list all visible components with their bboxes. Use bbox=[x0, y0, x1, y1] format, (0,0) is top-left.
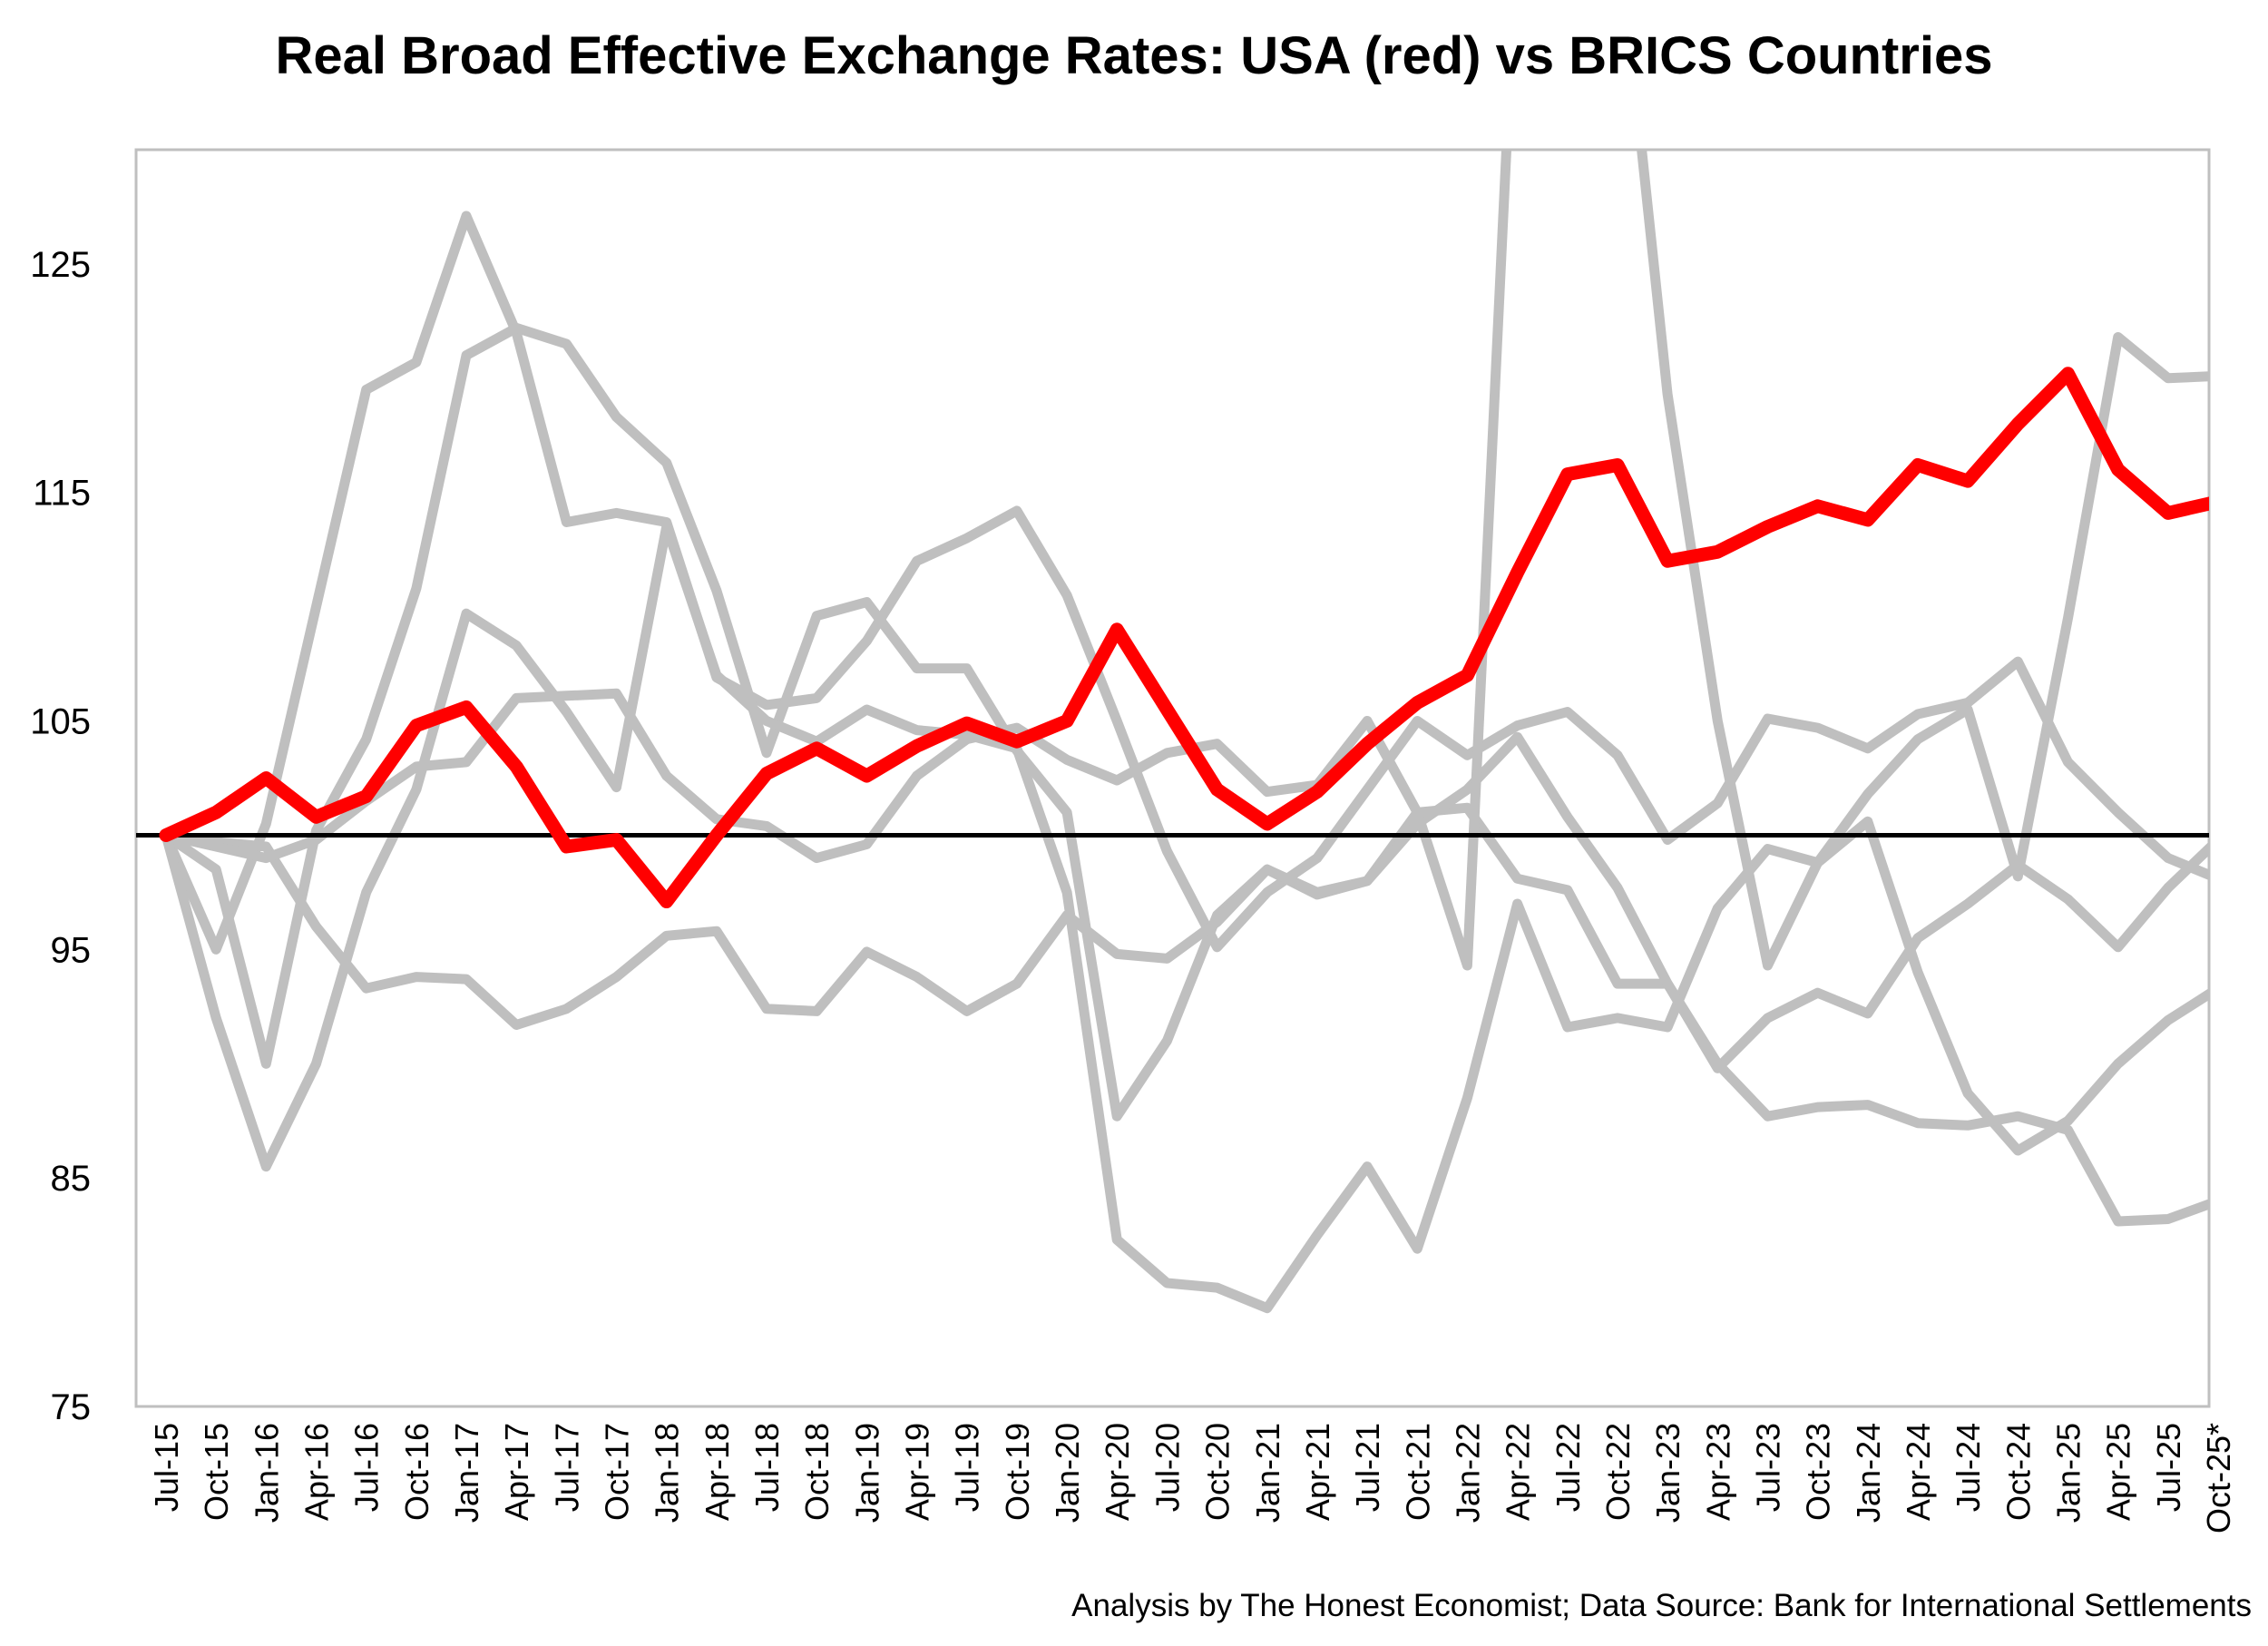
x-tick-label: Oct-23 bbox=[1800, 1423, 1837, 1521]
y-axis-ticks: 75 85 95 105 115 125 bbox=[30, 245, 91, 1427]
x-tick-label: Jan-18 bbox=[649, 1423, 686, 1523]
x-tick-label: Jan-20 bbox=[1049, 1423, 1086, 1523]
series-line-brics-1 bbox=[161, 211, 2209, 955]
x-tick-label: Oct-22 bbox=[1599, 1423, 1637, 1521]
x-tick-label: Jul-25 bbox=[2150, 1423, 2187, 1512]
x-tick-label: Apr-18 bbox=[699, 1423, 736, 1521]
x-tick-label: Jul-15 bbox=[148, 1423, 185, 1512]
series-line-brics-3 bbox=[161, 522, 2209, 1314]
series-line-usa bbox=[159, 367, 2209, 908]
y-tick-label: 125 bbox=[30, 245, 91, 285]
y-tick-label: 75 bbox=[51, 1387, 92, 1427]
x-tick-label: Apr-23 bbox=[1699, 1423, 1736, 1521]
series-line-brics-2 bbox=[161, 322, 2209, 1122]
x-tick-label: Jul-23 bbox=[1750, 1423, 1787, 1512]
x-tick-label: Jan-19 bbox=[848, 1423, 885, 1523]
x-tick-label: Apr-24 bbox=[1900, 1423, 1937, 1521]
x-tick-label: Oct-18 bbox=[798, 1423, 836, 1521]
x-tick-label: Jul-22 bbox=[1549, 1423, 1587, 1512]
x-tick-label: Jul-18 bbox=[748, 1423, 786, 1512]
x-tick-label: Jan-22 bbox=[1449, 1423, 1486, 1523]
x-tick-label: Jan-24 bbox=[1850, 1423, 1887, 1523]
x-tick-label: Jan-25 bbox=[2050, 1423, 2087, 1523]
x-tick-label: Jul-19 bbox=[949, 1423, 986, 1512]
usa-series-group bbox=[159, 367, 2209, 908]
brics-series-group bbox=[161, 150, 2209, 1314]
series-line-brics-4 bbox=[161, 731, 2209, 1227]
x-tick-label: Oct-20 bbox=[1199, 1423, 1237, 1521]
x-tick-label: Apr-22 bbox=[1500, 1423, 1537, 1521]
source-credit: Analysis by The Honest Economist; Data S… bbox=[1071, 1588, 2252, 1623]
x-tick-label: Jul-16 bbox=[348, 1423, 386, 1512]
x-tick-label: Oct-19 bbox=[999, 1423, 1036, 1521]
x-tick-label: Jan-21 bbox=[1249, 1423, 1286, 1523]
x-tick-label: Oct-16 bbox=[398, 1423, 435, 1521]
x-tick-label: Jan-23 bbox=[1649, 1423, 1686, 1523]
plot-area bbox=[134, 148, 2211, 1408]
x-tick-label: Jul-24 bbox=[1950, 1423, 1987, 1512]
x-tick-label: Jul-21 bbox=[1349, 1423, 1386, 1512]
chart-title: Real Broad Effective Exchange Rates: USA… bbox=[275, 26, 1993, 85]
x-tick-label: Oct-21 bbox=[1399, 1423, 1436, 1521]
x-axis-ticks: Jul-15 Oct-15 Jan-16 Apr-16 Jul-16 Oct-16 Jan-… bbox=[148, 1423, 2237, 1533]
x-tick-label: Jul-17 bbox=[548, 1423, 585, 1512]
y-tick-label: 105 bbox=[30, 702, 91, 742]
x-tick-label: Apr-20 bbox=[1099, 1423, 1136, 1521]
x-tick-label: Oct-25* bbox=[2200, 1423, 2237, 1533]
x-tick-label: Apr-19 bbox=[899, 1423, 936, 1521]
x-tick-label: Oct-17 bbox=[599, 1423, 636, 1521]
y-tick-label: 95 bbox=[51, 930, 92, 970]
x-tick-label: Apr-17 bbox=[498, 1423, 535, 1521]
x-tick-label: Oct-15 bbox=[198, 1423, 235, 1521]
x-tick-label: Jul-20 bbox=[1149, 1423, 1186, 1512]
x-tick-label: Jan-16 bbox=[248, 1423, 285, 1523]
x-tick-label: Apr-25 bbox=[2100, 1423, 2137, 1521]
x-tick-label: Oct-24 bbox=[1999, 1423, 2037, 1521]
x-tick-label: Apr-16 bbox=[298, 1423, 336, 1521]
y-tick-label: 115 bbox=[33, 474, 91, 514]
x-tick-label: Jan-17 bbox=[448, 1423, 485, 1523]
x-tick-label: Apr-21 bbox=[1299, 1423, 1336, 1521]
y-tick-label: 85 bbox=[51, 1159, 92, 1199]
